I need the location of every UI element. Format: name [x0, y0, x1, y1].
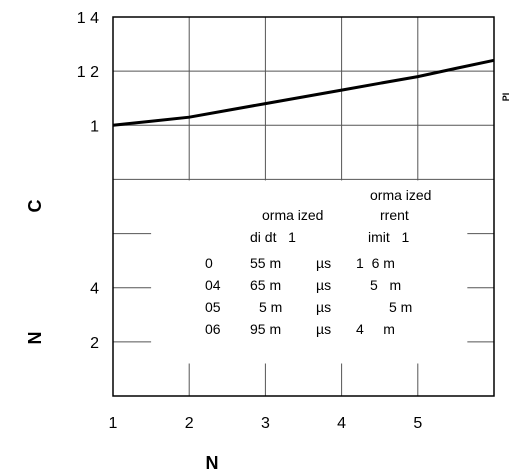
x-tick-labels: 1 2 3 4 5	[109, 415, 423, 432]
table-row-1-a: 65 m	[250, 277, 281, 293]
series-group	[112, 58, 495, 127]
y-tick-labels: 1 4 1 2 1 4 2	[77, 10, 99, 352]
table-header-1-col2: orma ized	[370, 187, 431, 203]
x-tick-label-1: 1	[109, 415, 118, 432]
x-tick-label-2: 2	[185, 415, 194, 432]
x-tick-label-3: 3	[261, 415, 270, 432]
table-row-1-id: 04	[205, 277, 221, 293]
x-axis-title: N	[206, 453, 219, 473]
side-label: PI	[501, 93, 511, 102]
table-header-1-col1: orma ized	[262, 207, 323, 223]
y-tick-label-14: 1 4	[77, 10, 99, 27]
table-row-0-a: 55 m	[250, 255, 281, 271]
table-row-0-b: µs	[316, 255, 331, 271]
table-row-1-c: 5 m	[370, 277, 401, 293]
table-row-2-id: 05	[205, 299, 221, 315]
series-line-0	[112, 58, 495, 127]
table-row-2-b: µs	[316, 299, 331, 315]
table-row-3-a: 95 m	[250, 321, 281, 337]
table-row-2-c: 5 m	[389, 299, 412, 315]
y-tick-label-2: 2	[90, 335, 99, 352]
table-header-3-col2: imit 1	[368, 229, 409, 245]
y-tick-label-4: 4	[90, 281, 99, 298]
table-area-mask-lower	[151, 282, 468, 364]
table-header-2-col1: di dt 1	[250, 229, 296, 245]
x-tick-label-5: 5	[413, 415, 422, 432]
x-tick-label-4: 4	[337, 415, 346, 432]
plot-frame	[112, 16, 495, 397]
table-header-2-col2: rrent	[380, 207, 409, 223]
table-row-0-c: 1 6 m	[356, 255, 395, 271]
y-tick-label-10: 1	[90, 118, 99, 135]
table-row-2-a: 5 m	[259, 299, 282, 315]
table-area-mask	[151, 180, 468, 284]
table-row-1-b: µs	[316, 277, 331, 293]
y-axis-title-top: C	[25, 200, 45, 213]
y-tick-label-12: 1 2	[77, 64, 99, 81]
grid-breaks	[151, 180, 468, 364]
y-axis-title-bottom: N	[25, 332, 45, 345]
table-row-3-b: µs	[316, 321, 331, 337]
table-row-0-id: 0	[205, 255, 213, 271]
data-table: orma ized orma ized di dt 1 rrent imit 1…	[205, 187, 431, 337]
table-row-3-id: 06	[205, 321, 221, 337]
table-row-3-c: 4 m	[356, 321, 395, 337]
